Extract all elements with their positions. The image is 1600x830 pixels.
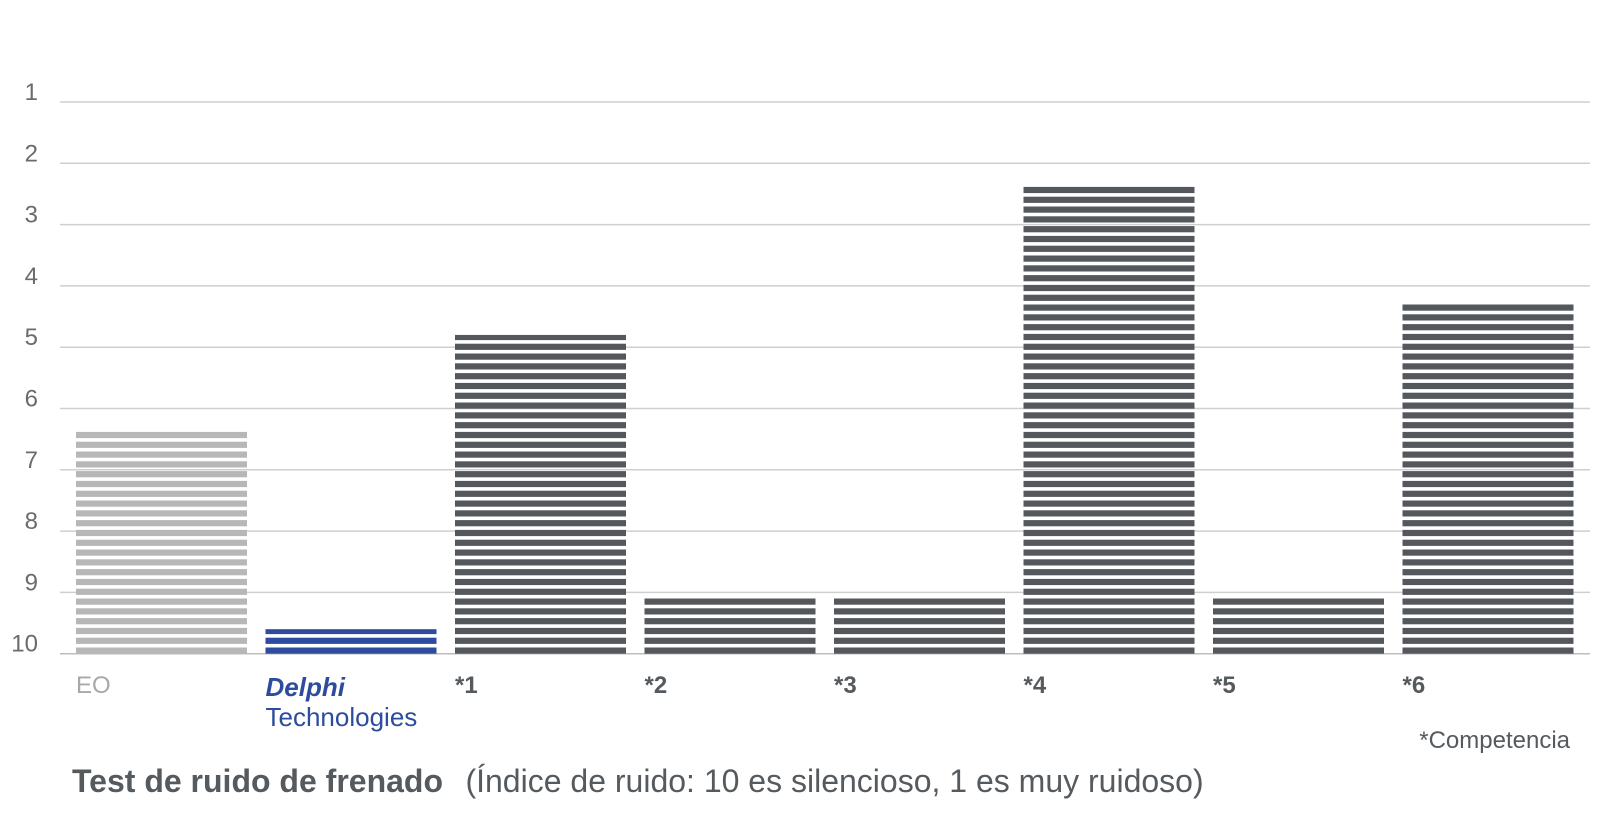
- bar: [1023, 186, 1195, 654]
- bar: [834, 598, 1005, 654]
- bar: [644, 598, 816, 654]
- bar: [1402, 304, 1574, 654]
- y-tick-label: 2: [25, 140, 38, 167]
- bar: [455, 334, 626, 654]
- caption-bold-text: Test de ruido de frenado: [72, 763, 443, 799]
- caption-normal-text: (Índice de ruido: 10 es silencioso, 1 es…: [465, 763, 1203, 799]
- x-tick-label: *2: [645, 672, 668, 699]
- y-tick-label: 3: [25, 202, 38, 229]
- delphi-logo-top: Delphi: [266, 672, 346, 702]
- bar: [265, 629, 437, 654]
- x-tick-label: *1: [455, 672, 478, 699]
- x-tick-label: EO: [76, 672, 111, 699]
- x-tick-label: *3: [834, 672, 857, 699]
- y-tick-label: 10: [11, 631, 38, 658]
- competencia-footnote: *Competencia: [1419, 727, 1570, 754]
- y-tick-label: 8: [25, 508, 38, 535]
- x-tick-label: *5: [1213, 672, 1236, 699]
- y-axis-ticks: 1 2 3 4 5 6 7 8 9 10: [11, 79, 38, 658]
- bars: [76, 186, 1574, 654]
- bar: [1213, 598, 1384, 654]
- bar: [76, 431, 247, 654]
- y-tick-label: 6: [25, 386, 38, 413]
- grid-lines: [60, 101, 1590, 655]
- delphi-logo-bottom: Technologies: [266, 702, 418, 732]
- y-tick-label: 1: [25, 79, 38, 106]
- y-tick-label: 5: [25, 324, 38, 351]
- x-tick-label: *6: [1403, 672, 1426, 699]
- y-tick-label: 4: [25, 263, 38, 290]
- x-tick-label: *4: [1024, 672, 1047, 699]
- chart-caption: Test de ruido de frenado (Índice de ruid…: [72, 763, 1204, 799]
- y-tick-label: 9: [25, 569, 38, 596]
- y-tick-label: 7: [25, 447, 38, 474]
